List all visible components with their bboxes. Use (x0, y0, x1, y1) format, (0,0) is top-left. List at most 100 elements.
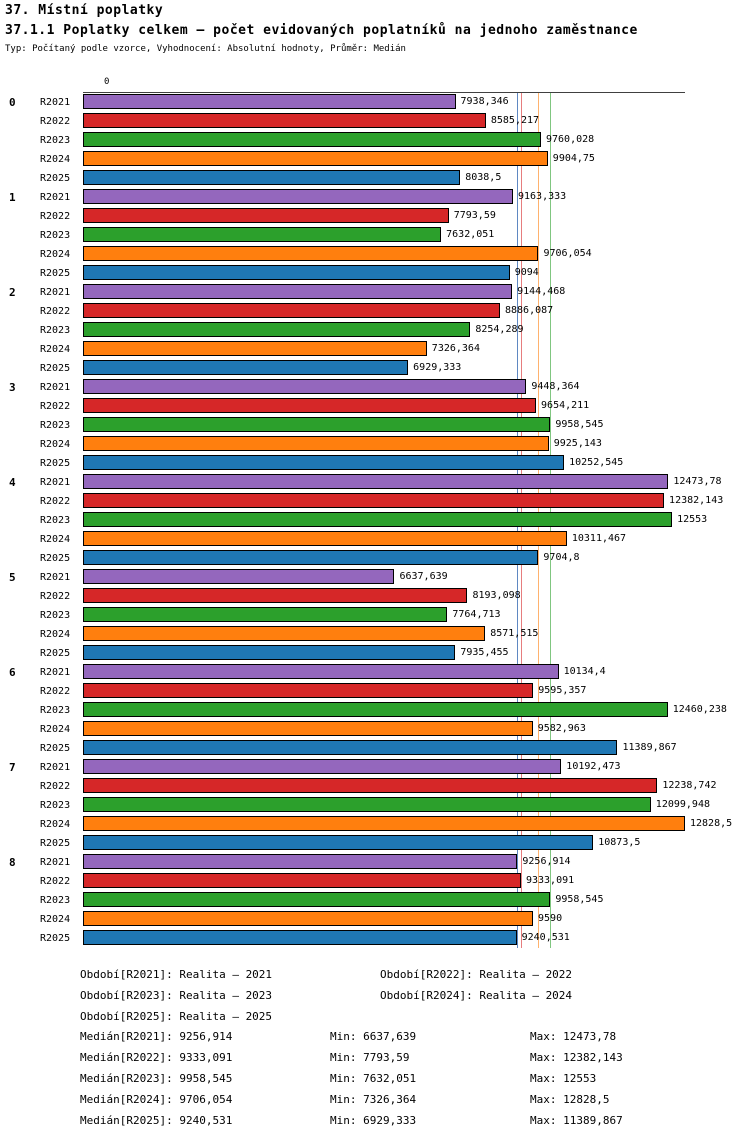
value-label: 8585,217 (490, 115, 540, 126)
x-axis-line (83, 92, 685, 93)
bar-r2025-group-6 (83, 740, 618, 755)
bar-r2023-group-4 (83, 512, 673, 527)
bar-row-group-6-r2024: R2024 9582,963 (0, 720, 750, 739)
bar-row-group-0-r2022: R2022 8585,217 (0, 112, 750, 131)
bar-r2021-group-8 (83, 854, 518, 869)
value-label: 7938,346 (460, 96, 509, 107)
series-label-r2021: R2021 (40, 667, 71, 678)
bar-row-group-7-r2025: R2025 10873,5 (0, 834, 750, 853)
bar-row-group-4-r2021: 4 R2021 12473,78 (0, 473, 750, 492)
series-label-r2025: R2025 (40, 458, 71, 469)
series-label-r2023: R2023 (40, 515, 71, 526)
bar-row-group-5-r2023: R2023 7764,713 (0, 606, 750, 625)
stat-min-r2022: Min: 7793,59 (330, 1051, 410, 1064)
bar-r2024-group-6 (83, 721, 533, 736)
series-label-r2023: R2023 (40, 135, 71, 146)
bar-row-group-1-r2021: 1 R2021 9163,333 (0, 188, 750, 207)
value-label: 12238,742 (662, 780, 717, 791)
series-label-r2021: R2021 (40, 382, 71, 393)
series-label-r2021: R2021 (40, 857, 71, 868)
bar-row-group-7-r2021: 7 R2021 10192,473 (0, 758, 750, 777)
stat-median-r2025: Medián[R2025]: 9240,531 (80, 1114, 233, 1127)
value-label: 9448,364 (531, 381, 580, 392)
group-label-4: 4 (9, 476, 16, 489)
stat-median-r2024: Medián[R2024]: 9706,054 (80, 1093, 233, 1106)
value-label: 10311,467 (571, 533, 627, 544)
bar-row-group-0-r2025: R2025 8038,5 (0, 169, 750, 188)
bar-r2021-group-1 (83, 189, 513, 204)
series-label-r2023: R2023 (40, 420, 71, 431)
bar-row-group-4-r2024: R2024 10311,467 (0, 530, 750, 549)
value-label: 9925,143 (553, 438, 602, 449)
series-label-r2022: R2022 (40, 496, 71, 507)
stat-min-r2025: Min: 6929,333 (330, 1114, 417, 1127)
bar-r2022-group-2 (83, 303, 500, 318)
bar-row-group-1-r2025: R2025 9094 (0, 264, 750, 283)
legend-item-r2021: Období[R2021]: Realita – 2021 (80, 968, 273, 981)
bar-row-group-6-r2025: R2025 11389,867 (0, 739, 750, 758)
bar-r2023-group-5 (83, 607, 448, 622)
value-label: 8193,098 (472, 590, 521, 601)
bar-row-group-2-r2023: R2023 8254,289 (0, 321, 750, 340)
x-axis-zero-label: 0 (104, 77, 110, 87)
value-label: 7326,364 (431, 343, 480, 354)
series-label-r2021: R2021 (40, 477, 71, 488)
bar-r2024-group-2 (83, 341, 427, 356)
stat-max-r2023: Max: 12553 (530, 1072, 597, 1085)
group-label-0: 0 (9, 96, 16, 109)
value-label: 9240,531 (521, 932, 570, 943)
series-label-r2025: R2025 (40, 553, 71, 564)
bar-row-group-7-r2022: R2022 12238,742 (0, 777, 750, 796)
series-label-r2021: R2021 (40, 572, 71, 583)
series-label-r2024: R2024 (40, 819, 71, 830)
bar-r2024-group-4 (83, 531, 567, 546)
bar-row-group-0-r2021: 0 R2021 7938,346 (0, 93, 750, 112)
stat-max-r2021: Max: 12473,78 (530, 1030, 617, 1043)
bar-r2022-group-0 (83, 113, 486, 128)
bar-r2022-group-8 (83, 873, 521, 888)
value-label: 9654,211 (541, 400, 590, 411)
value-label: 11389,867 (622, 742, 677, 753)
bar-row-group-1-r2022: R2022 7793,59 (0, 207, 750, 226)
value-label: 9704,8 (543, 552, 580, 563)
bar-row-group-4-r2023: R2023 12553 (0, 511, 750, 530)
bar-r2022-group-4 (83, 493, 665, 508)
bar-row-group-5-r2024: R2024 8571,515 (0, 625, 750, 644)
stat-min-r2024: Min: 7326,364 (330, 1093, 417, 1106)
bar-row-group-2-r2022: R2022 8886,087 (0, 302, 750, 321)
bar-row-group-8-r2023: R2023 9958,545 (0, 891, 750, 910)
bar-r2022-group-5 (83, 588, 468, 603)
bar-r2021-group-0 (83, 94, 456, 109)
bar-row-group-6-r2022: R2022 9595,357 (0, 682, 750, 701)
bar-r2025-group-3 (83, 455, 565, 470)
series-label-r2025: R2025 (40, 268, 71, 279)
value-label: 10252,545 (569, 457, 624, 468)
bar-row-group-1-r2023: R2023 7632,051 (0, 226, 750, 245)
value-label: 8038,5 (465, 172, 502, 183)
bar-row-group-5-r2022: R2022 8193,098 (0, 587, 750, 606)
bar-row-group-4-r2025: R2025 9704,8 (0, 549, 750, 568)
series-label-r2022: R2022 (40, 306, 71, 317)
value-label: 10873,5 (598, 837, 641, 848)
value-label: 9595,357 (538, 685, 587, 696)
bar-r2022-group-3 (83, 398, 537, 413)
value-label: 10192,473 (566, 761, 621, 772)
bar-row-group-8-r2021: 8 R2021 9256,914 (0, 853, 750, 872)
bar-r2023-group-1 (83, 227, 442, 242)
series-label-r2022: R2022 (40, 116, 71, 127)
legend-item-r2023: Období[R2023]: Realita – 2023 (80, 989, 273, 1002)
value-label: 9904,75 (552, 153, 595, 164)
bar-r2024-group-1 (83, 246, 539, 261)
series-label-r2024: R2024 (40, 439, 71, 450)
bar-r2023-group-8 (83, 892, 551, 907)
series-label-r2024: R2024 (40, 249, 71, 260)
value-label: 12382,143 (669, 495, 724, 506)
bar-row-group-3-r2025: R2025 10252,545 (0, 454, 750, 473)
group-label-8: 8 (9, 856, 16, 869)
bar-row-group-6-r2023: R2023 12460,238 (0, 701, 750, 720)
series-label-r2023: R2023 (40, 800, 71, 811)
bar-r2024-group-3 (83, 436, 549, 451)
series-label-r2022: R2022 (40, 401, 71, 412)
bar-r2023-group-0 (83, 132, 541, 147)
